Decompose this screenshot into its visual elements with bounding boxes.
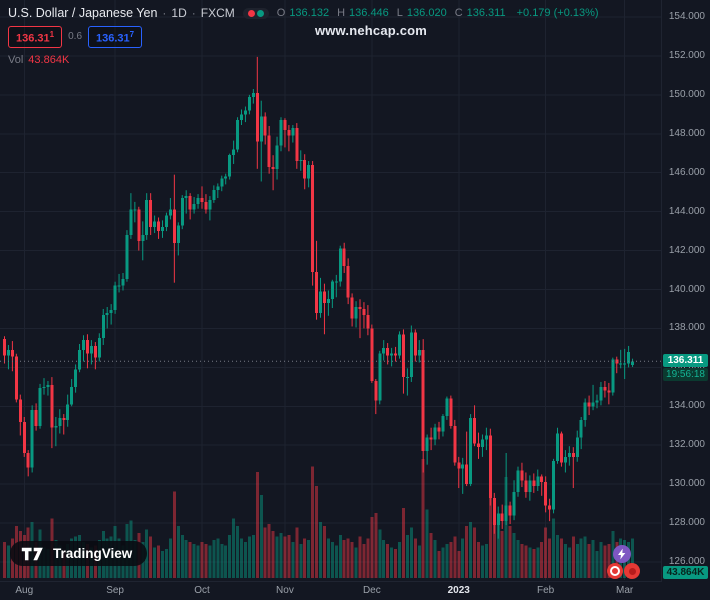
buy-price-button[interactable]: 136.317 [88, 26, 143, 48]
time-axis[interactable]: Aug Sep Oct Nov Dec 2023 Feb Mar [0, 581, 710, 600]
watermark-text: www.nehcap.com [314, 23, 428, 38]
candlestick-chart-canvas[interactable] [0, 0, 662, 600]
market-status-toggle[interactable] [242, 7, 269, 19]
sell-price-button[interactable]: 136.311 [8, 26, 63, 48]
price-tick-label: 138.000 [668, 322, 705, 334]
price-tick-label: 146.000 [668, 166, 705, 178]
time-tick-label: 2023 [447, 585, 470, 596]
high-label: H [337, 7, 346, 19]
time-tick-label: Aug [15, 585, 34, 596]
lightning-icon [618, 548, 626, 560]
status-dot-red-icon [247, 9, 255, 17]
red-badge-icon-1[interactable] [607, 563, 623, 579]
tradingview-logo-icon [21, 547, 43, 560]
close-label: C [454, 7, 463, 19]
ask-pip-digit: 7 [129, 30, 135, 39]
price-tick-label: 152.000 [668, 49, 705, 61]
status-dot-green-icon [256, 9, 264, 17]
spread-value: 0.6 [68, 31, 83, 43]
time-tick-label: Feb [537, 585, 555, 596]
price-axis[interactable]: 136.311 19:56:18 43.864K 154.000 152.000 1… [661, 0, 710, 582]
price-change: +0.179 (+0.13%) [516, 7, 599, 19]
time-tick-label: Nov [276, 585, 294, 596]
time-tick-label: Sep [106, 585, 124, 596]
price-tick-label: 134.000 [668, 400, 705, 412]
time-tick-label: Mar [616, 585, 634, 596]
bid-pip-digit: 1 [49, 30, 55, 39]
open-label: O [276, 7, 286, 19]
price-tick-label: 148.000 [668, 127, 705, 139]
price-tick-label: 130.000 [668, 478, 705, 490]
high-value: 136.446 [349, 7, 389, 19]
price-tick-label: 132.000 [668, 439, 705, 451]
price-tick-label: 140.000 [668, 283, 705, 295]
symbol-title[interactable]: U.S. Dollar / Japanese Yen [8, 6, 158, 20]
volume-label[interactable]: Vol [8, 53, 24, 66]
red-badge-icon-2[interactable] [624, 563, 640, 579]
exchange-label[interactable]: FXCM [200, 6, 235, 20]
ask-value: 136.31 [96, 32, 130, 45]
tradingview-logo-text: TradingView [53, 546, 133, 561]
price-tick-label: 128.000 [668, 517, 705, 529]
time-tick-label: Dec [362, 585, 381, 596]
separator: · [162, 6, 167, 20]
bid-value: 136.31 [16, 32, 50, 45]
separator: · [191, 6, 196, 20]
close-value: 136.311 [466, 7, 506, 19]
ohlc-values: O 136.132 H 136.446 L 136.020 C 136.311 [277, 7, 510, 19]
timeframe-label[interactable]: 1D [171, 6, 187, 20]
price-tick-label: 144.000 [668, 205, 705, 217]
price-tick-label: 142.000 [668, 244, 705, 256]
bar-close-countdown: 19:56:18 [663, 367, 708, 381]
price-tick-label: 126.000 [668, 556, 705, 567]
low-label: L [396, 7, 403, 19]
lightning-boost-button[interactable] [613, 545, 631, 563]
price-tick-label: 154.000 [668, 11, 705, 22]
tradingview-logo[interactable]: TradingView [10, 541, 148, 566]
open-value: 136.132 [289, 7, 330, 19]
volume-axis-label: 43.864K [663, 566, 708, 579]
price-tick-label: 150.000 [668, 88, 705, 100]
current-price-label: 136.311 [663, 354, 708, 368]
time-tick-label: Oct [194, 585, 210, 596]
chart-legend: U.S. Dollar / Japanese Yen · 1D · FXCM O… [8, 5, 599, 66]
volume-value: 43.864K [28, 53, 70, 66]
low-value: 136.020 [406, 7, 447, 19]
